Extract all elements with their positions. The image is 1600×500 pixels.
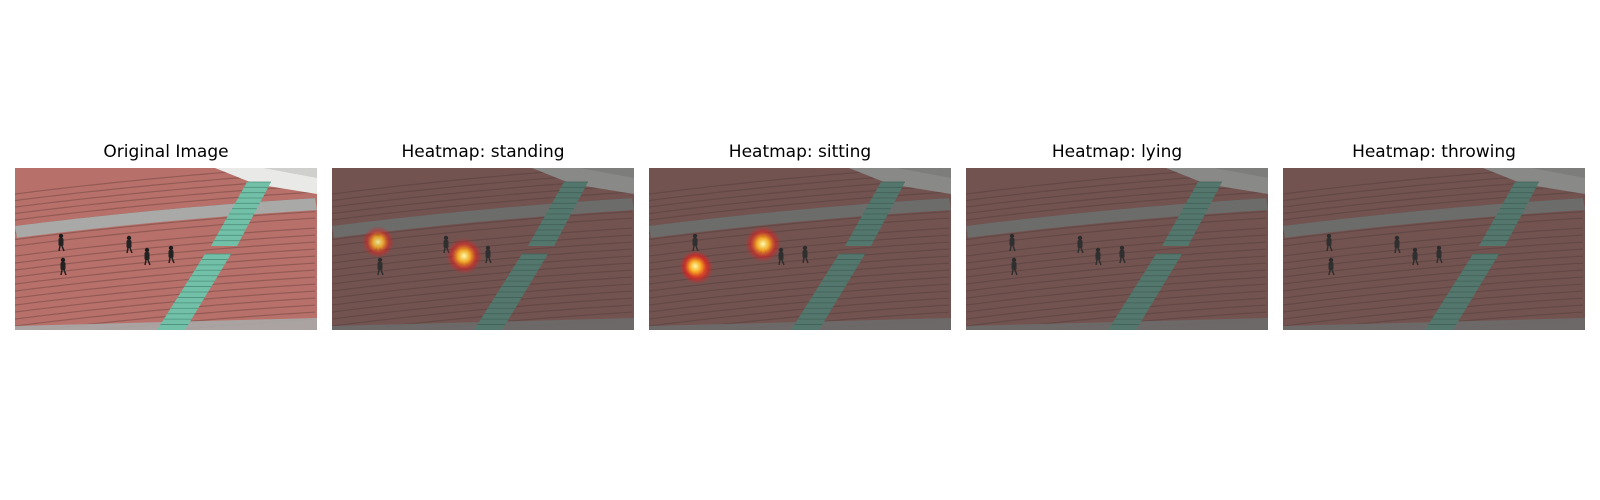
panel-heatmap-sitting: Heatmap: sitting <box>649 0 951 500</box>
stadium-heatmap-image <box>966 168 1268 330</box>
heat-hotspot <box>679 250 711 282</box>
stadium-heatmap-image <box>649 168 951 330</box>
panel-original: Original Image <box>15 0 317 500</box>
panel-title: Heatmap: throwing <box>1352 142 1516 162</box>
dim-overlay <box>966 168 1268 330</box>
panel-title: Heatmap: standing <box>401 142 565 162</box>
panel-title: Original Image <box>103 142 229 162</box>
person-figure <box>58 233 65 252</box>
panel-heatmap-lying: Heatmap: lying <box>966 0 1268 500</box>
panel-title: Heatmap: lying <box>1051 142 1183 162</box>
person-figure <box>168 245 175 264</box>
roof <box>215 168 317 194</box>
dim-overlay <box>649 168 951 330</box>
dim-overlay <box>1283 168 1585 330</box>
panel-heatmap-standing: Heatmap: standing <box>332 0 634 500</box>
person-figure <box>60 257 67 276</box>
heat-hotspot <box>745 226 781 262</box>
person-figure <box>126 235 133 254</box>
heat-hotspot <box>362 226 394 258</box>
stadium-image <box>15 168 317 330</box>
person-figure <box>144 247 151 266</box>
panel-title: Heatmap: sitting <box>728 142 872 162</box>
stadium-heatmap-image <box>332 168 634 330</box>
panel-heatmap-throwing: Heatmap: throwing <box>1283 0 1585 500</box>
heat-hotspot <box>446 238 482 274</box>
seating-area <box>15 168 317 330</box>
stadium-heatmap-image <box>1283 168 1585 330</box>
